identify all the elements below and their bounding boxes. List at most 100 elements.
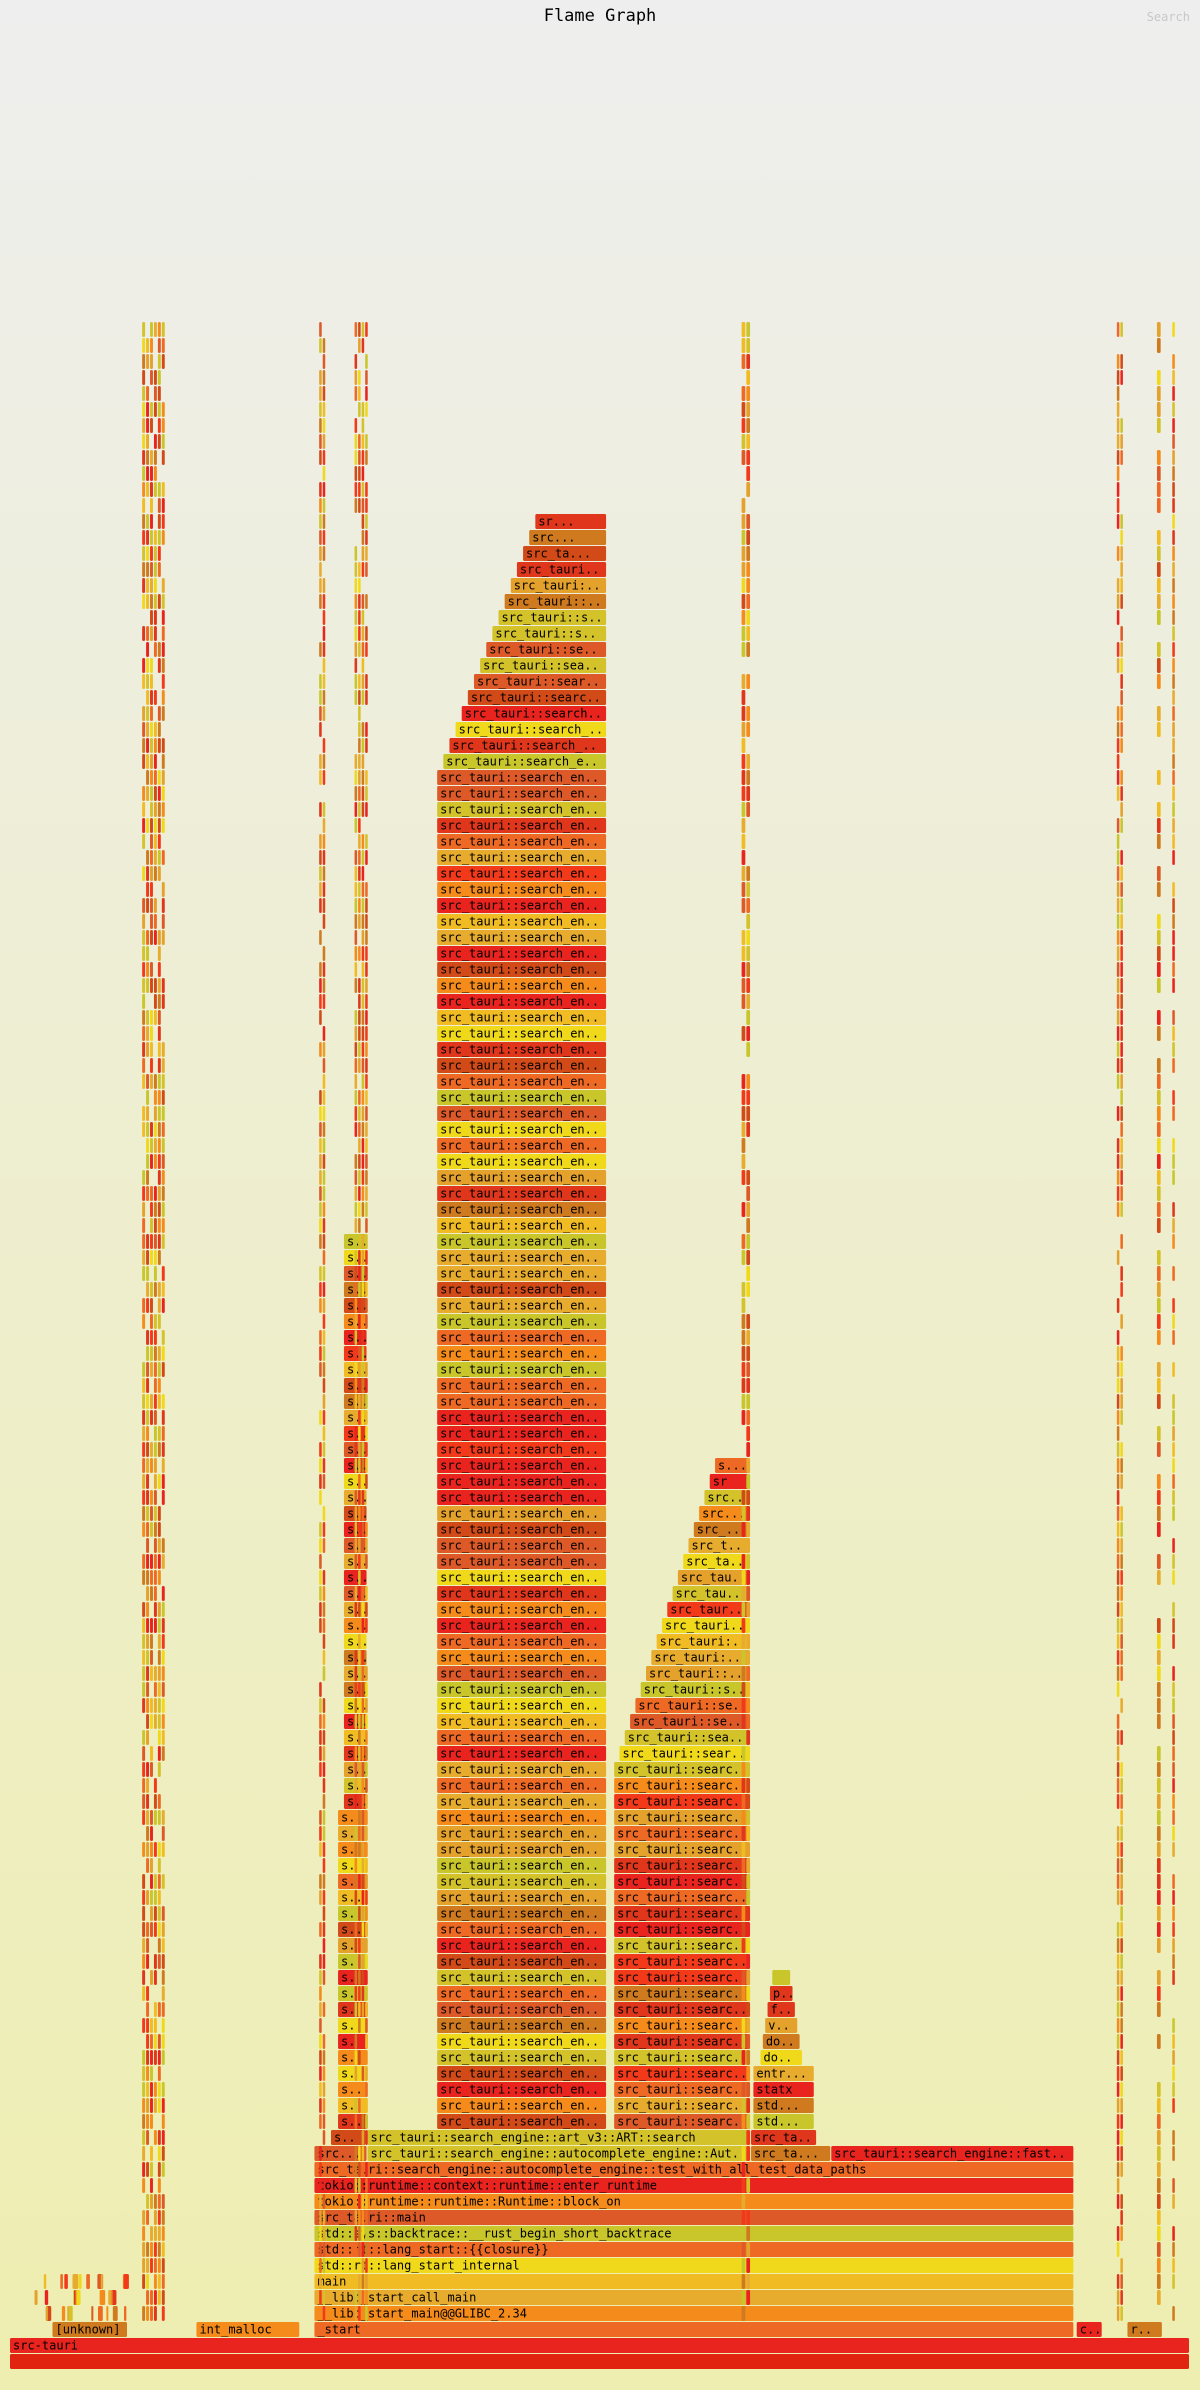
frame[interactable] xyxy=(322,1426,326,1441)
frame[interactable] xyxy=(746,2242,751,2257)
frame[interactable] xyxy=(322,1250,326,1265)
frame[interactable] xyxy=(142,658,146,673)
frame[interactable] xyxy=(746,1682,751,1697)
frame[interactable] xyxy=(319,2178,322,2193)
frame[interactable] xyxy=(146,786,150,801)
frame-rect[interactable] xyxy=(614,1794,751,1809)
frame[interactable] xyxy=(157,2002,161,2017)
frame[interactable] xyxy=(1156,1842,1161,1857)
frame[interactable] xyxy=(746,1522,751,1537)
frame[interactable] xyxy=(1156,1682,1161,1697)
frame[interactable] xyxy=(319,2162,322,2177)
frame[interactable] xyxy=(322,1842,326,1857)
frame-rect[interactable] xyxy=(358,1682,361,1697)
frame[interactable] xyxy=(157,322,161,337)
frame[interactable] xyxy=(1116,642,1120,657)
frame-rect[interactable] xyxy=(161,1362,165,1377)
frame[interactable] xyxy=(157,1890,161,1905)
frame-rect[interactable] xyxy=(365,1154,368,1169)
frame[interactable] xyxy=(746,1042,751,1057)
frame-rect[interactable] xyxy=(1116,594,1120,609)
frame[interactable] xyxy=(161,1938,165,1953)
frame[interactable] xyxy=(150,2034,153,2049)
frame[interactable] xyxy=(358,2210,361,2225)
frame[interactable]: do.. xyxy=(762,2034,800,2049)
frame[interactable]: src_tauri::search_en.. xyxy=(437,946,607,961)
frame[interactable]: std::sys::backtrace::__rust_begin_short_… xyxy=(314,2226,1074,2241)
frame[interactable] xyxy=(146,2162,150,2177)
frame-rect[interactable] xyxy=(746,578,751,593)
frame-rect[interactable] xyxy=(153,1810,157,1825)
frame-rect[interactable] xyxy=(741,2018,746,2033)
frame-rect[interactable] xyxy=(150,1890,153,1905)
frame-rect[interactable] xyxy=(150,834,153,849)
frame-rect[interactable] xyxy=(146,898,150,913)
frame[interactable] xyxy=(1156,722,1161,737)
frame[interactable] xyxy=(1156,2290,1161,2305)
frame[interactable] xyxy=(746,482,751,497)
frame-rect[interactable] xyxy=(437,1826,607,1841)
frame-rect[interactable] xyxy=(354,946,358,961)
frame-rect[interactable] xyxy=(319,2066,322,2081)
frame-rect[interactable] xyxy=(146,562,150,577)
frame[interactable] xyxy=(146,690,150,705)
frame[interactable] xyxy=(365,2258,368,2273)
frame-rect[interactable] xyxy=(150,1762,153,1777)
frame[interactable] xyxy=(319,1986,322,2001)
frame-rect[interactable] xyxy=(142,434,146,449)
frame[interactable] xyxy=(1120,1458,1123,1473)
frame-rect[interactable] xyxy=(1156,2274,1161,2289)
frame-rect[interactable] xyxy=(319,1442,322,1457)
frame[interactable] xyxy=(354,466,358,481)
frame[interactable] xyxy=(354,2194,358,2209)
frame-rect[interactable] xyxy=(361,338,365,353)
frame[interactable] xyxy=(150,2066,153,2081)
frame-rect[interactable] xyxy=(437,1586,607,1601)
frame-rect[interactable] xyxy=(157,1010,161,1025)
frame-rect[interactable] xyxy=(1172,1314,1175,1329)
frame[interactable] xyxy=(157,658,161,673)
frame[interactable] xyxy=(741,754,746,769)
frame[interactable] xyxy=(354,1618,358,1633)
frame[interactable] xyxy=(322,1362,326,1377)
frame[interactable] xyxy=(365,1042,368,1057)
frame[interactable] xyxy=(1156,1330,1161,1345)
frame[interactable] xyxy=(1120,1522,1123,1537)
frame-rect[interactable] xyxy=(437,1922,607,1937)
frame-rect[interactable] xyxy=(161,994,165,1009)
frame[interactable] xyxy=(746,402,751,417)
frame[interactable] xyxy=(153,690,157,705)
frame-rect[interactable] xyxy=(1156,1442,1161,1457)
frame[interactable]: src_tauri::search_.. xyxy=(449,738,607,753)
frame[interactable] xyxy=(322,1314,326,1329)
frame-rect[interactable] xyxy=(1116,450,1120,465)
frame[interactable] xyxy=(1120,2226,1123,2241)
frame-rect[interactable] xyxy=(361,530,365,545)
frame[interactable] xyxy=(354,2034,358,2049)
frame[interactable] xyxy=(146,1810,150,1825)
frame-rect[interactable] xyxy=(153,370,157,385)
frame-rect[interactable] xyxy=(361,1986,365,2001)
frame-rect[interactable] xyxy=(1116,434,1120,449)
frame[interactable] xyxy=(153,2018,157,2033)
frame[interactable] xyxy=(322,1778,326,1793)
frame[interactable] xyxy=(746,2210,751,2225)
frame[interactable]: src_t.. xyxy=(688,1538,751,1553)
frame[interactable] xyxy=(1156,466,1161,481)
frame-rect[interactable] xyxy=(1116,546,1120,561)
frame[interactable] xyxy=(358,1586,361,1601)
frame-rect[interactable] xyxy=(762,2034,800,2049)
frame-rect[interactable] xyxy=(146,1026,150,1041)
frame-rect[interactable] xyxy=(157,1730,161,1745)
frame[interactable] xyxy=(354,482,358,497)
frame-rect[interactable] xyxy=(1120,722,1123,737)
frame-rect[interactable] xyxy=(746,802,751,817)
frame-rect[interactable] xyxy=(319,322,322,337)
frame[interactable] xyxy=(1120,1474,1123,1489)
frame-rect[interactable] xyxy=(437,2050,607,2065)
frame[interactable]: __libc_start_call_main xyxy=(314,2290,1074,2305)
frame[interactable] xyxy=(746,1490,751,1505)
frame-rect[interactable] xyxy=(157,482,161,497)
frame[interactable] xyxy=(142,594,146,609)
frame-rect[interactable] xyxy=(146,1074,150,1089)
